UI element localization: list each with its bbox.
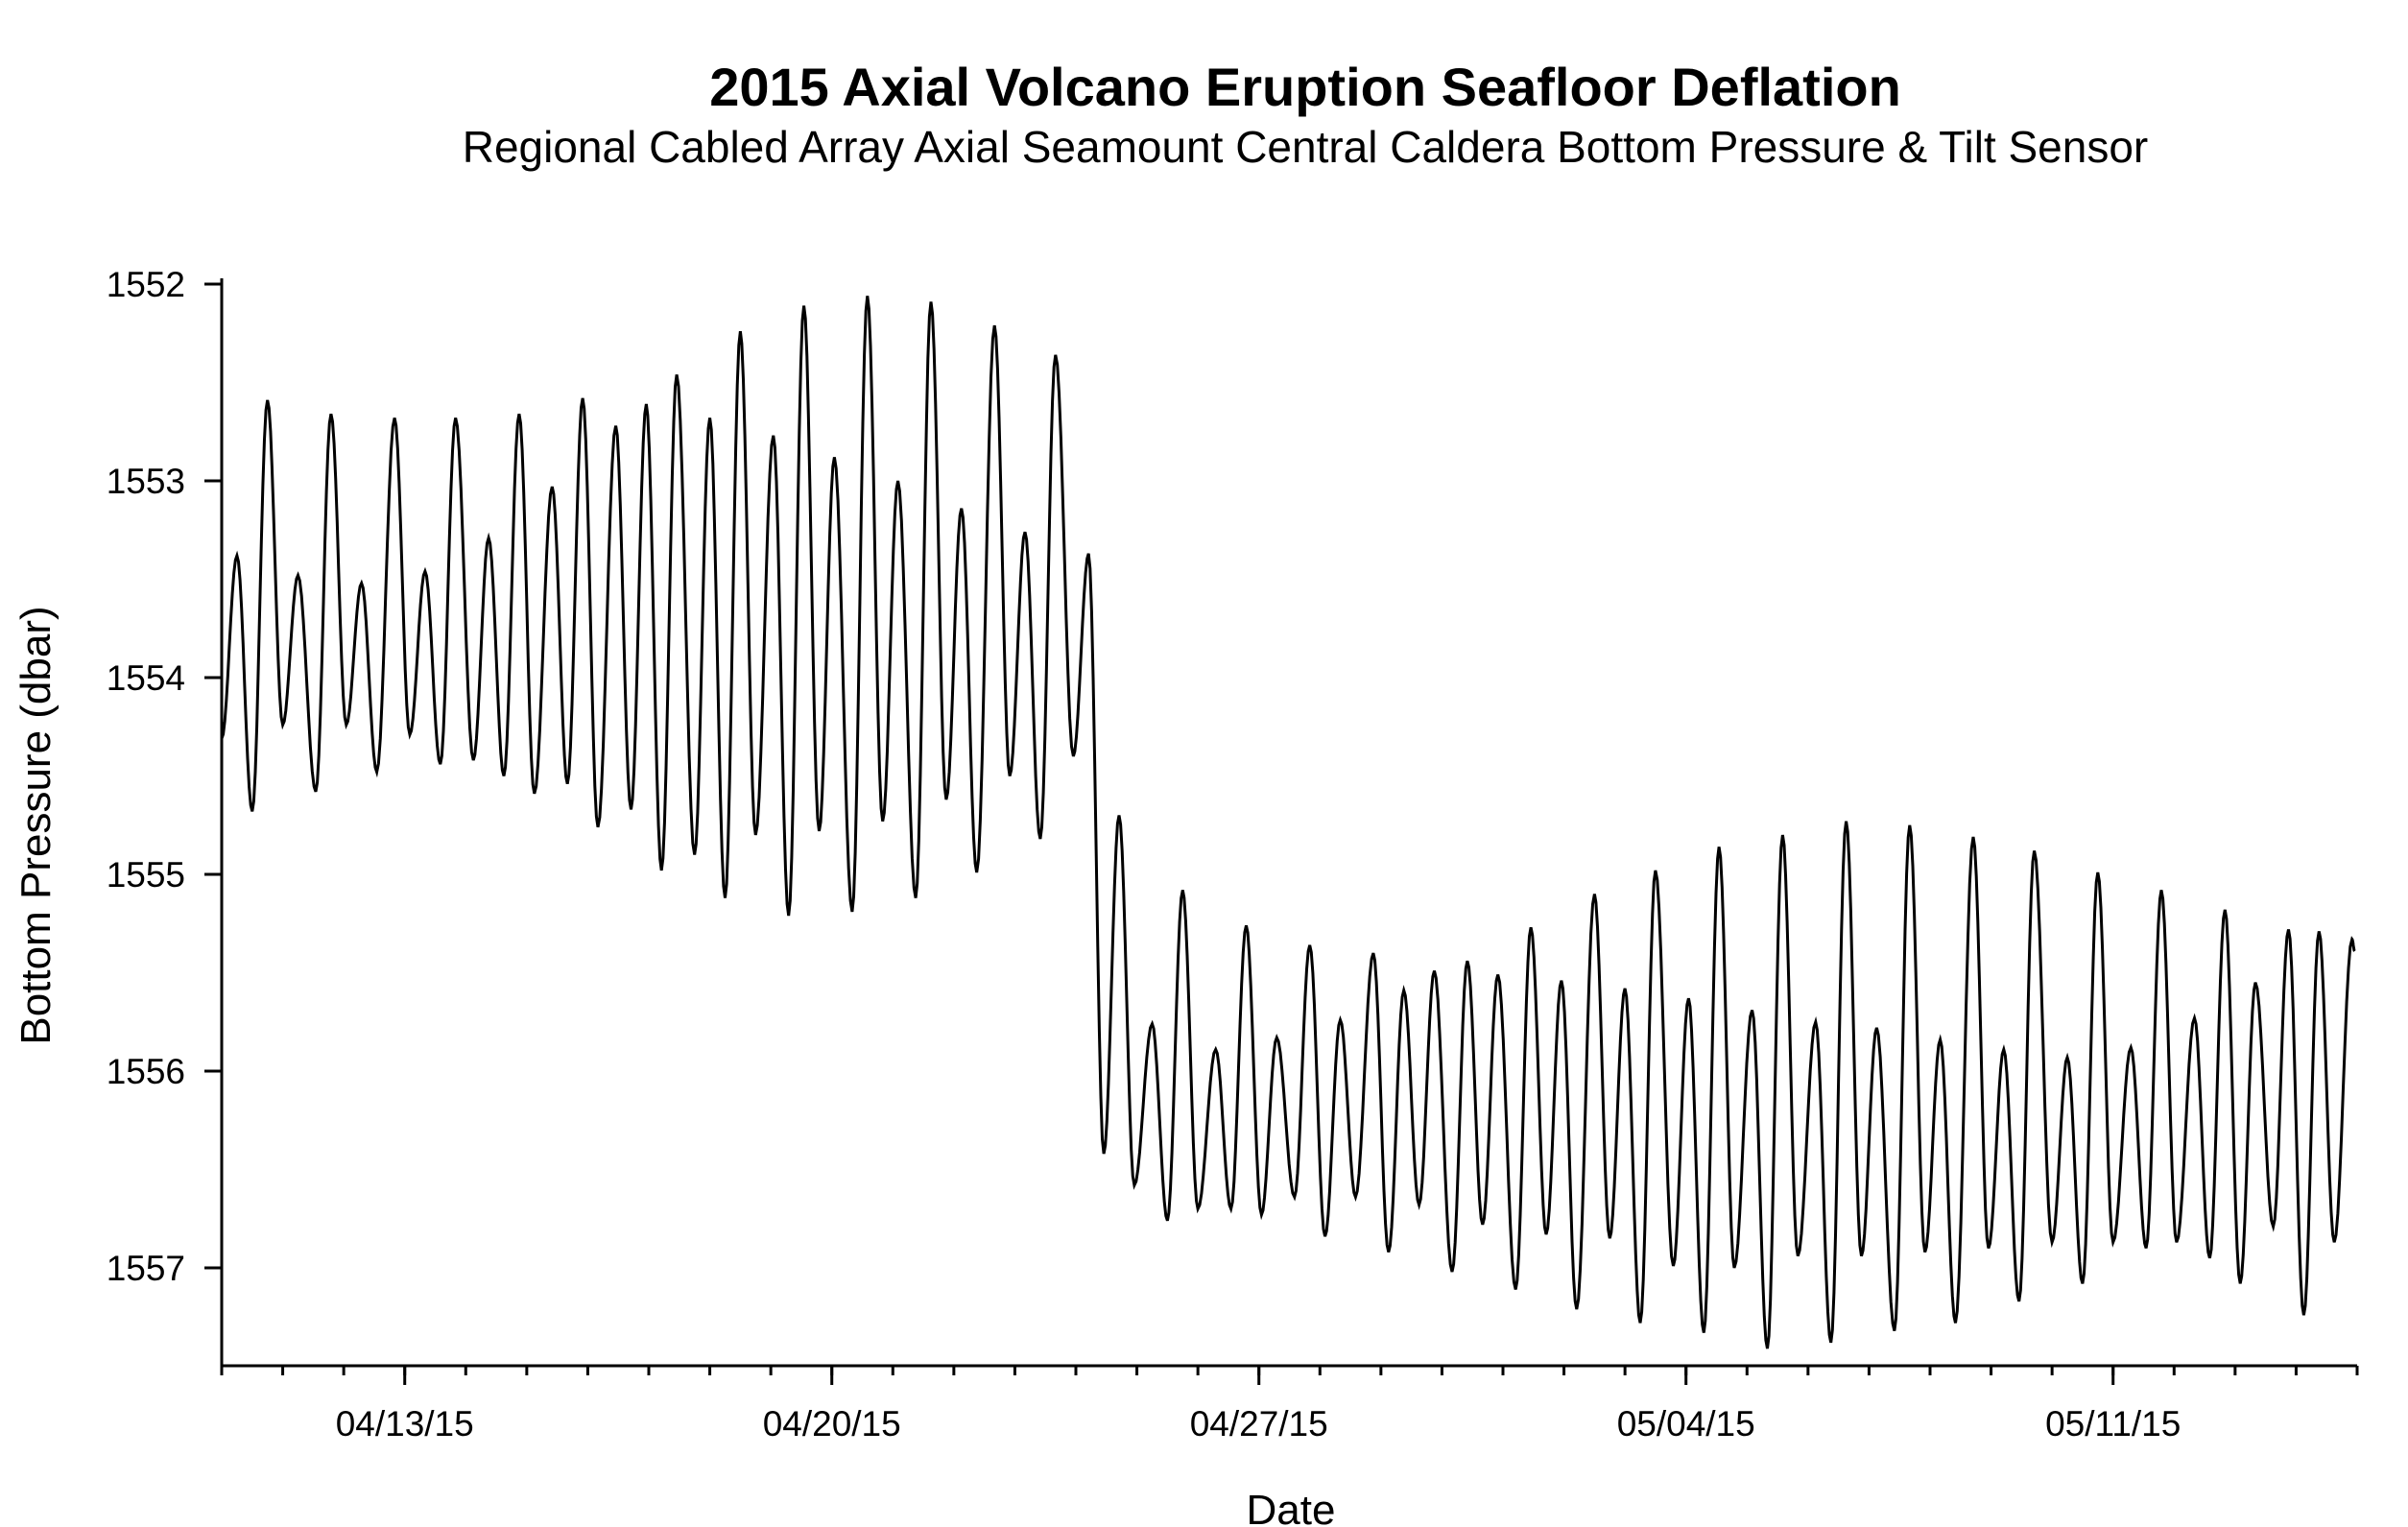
y-tick-label: 1556 xyxy=(107,1052,185,1091)
x-tick-label: 04/13/15 xyxy=(336,1404,474,1443)
x-axis-label: Date xyxy=(1247,1487,1336,1527)
y-tick-label: 1555 xyxy=(107,855,185,895)
chart-title: 2015 Axial Volcano Eruption Seafloor Def… xyxy=(709,57,1901,117)
y-tick-label: 1554 xyxy=(107,658,185,698)
y-tick-label: 1557 xyxy=(107,1249,185,1288)
ticks: 1552 1553 1554 1555 1556 1557 04/13/15 04/20/15… xyxy=(107,265,2359,1443)
y-axis-label: Bottom Pressure (dbar) xyxy=(12,606,60,1044)
chart-subtitle: Regional Cabled Array Axial Seamount Cen… xyxy=(462,122,2149,172)
y-tick-label: 1553 xyxy=(107,462,185,501)
pressure-series-line xyxy=(220,296,2356,1349)
x-tick-label: 05/11/15 xyxy=(2045,1404,2181,1443)
axes xyxy=(220,278,2357,1368)
x-tick-label: 05/04/15 xyxy=(1617,1404,1755,1443)
x-tick-label: 04/20/15 xyxy=(763,1404,901,1443)
x-tick-label: 04/27/15 xyxy=(1190,1404,1328,1443)
y-tick-label: 1552 xyxy=(107,265,185,304)
